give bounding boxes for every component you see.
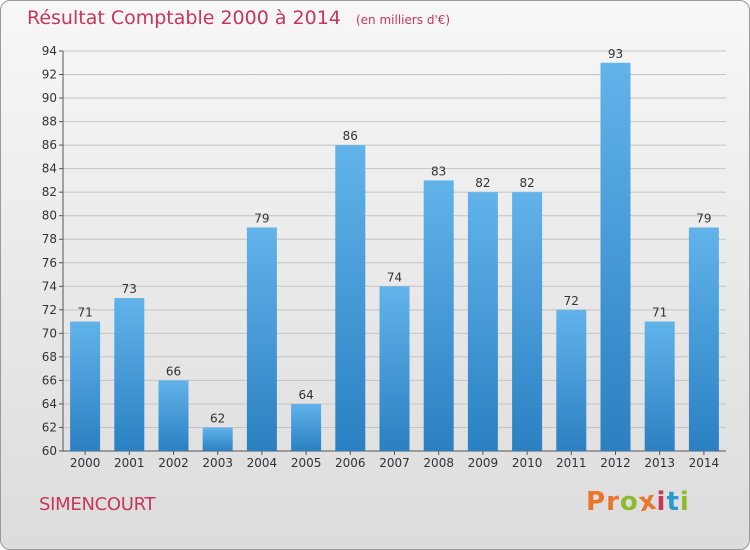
- y-tick-label: 88: [42, 115, 57, 129]
- x-tick-label-2005: 2005: [291, 456, 322, 470]
- value-label-2011: 72: [564, 294, 579, 308]
- y-tick-label: 74: [42, 279, 57, 293]
- y-tick-label: 80: [42, 209, 57, 223]
- value-label-2009: 82: [475, 176, 490, 190]
- value-label-2005: 64: [298, 388, 313, 402]
- logo-letter: t: [666, 487, 680, 517]
- bar-2002: [158, 380, 189, 451]
- bar-2001: [114, 298, 145, 451]
- chart-subtitle: (en milliers d'€): [355, 13, 451, 27]
- y-tick-label: 68: [42, 350, 57, 364]
- bar-2012: [600, 62, 631, 451]
- value-label-2012: 93: [608, 47, 623, 61]
- y-tick-label: 60: [42, 444, 57, 458]
- logo-letter: P: [586, 487, 607, 517]
- x-tick-label-2014: 2014: [689, 456, 720, 470]
- value-label-2007: 74: [387, 270, 402, 284]
- y-tick-label: 70: [42, 326, 57, 340]
- y-tick-label: 92: [42, 68, 57, 82]
- bar-2005: [291, 403, 322, 451]
- logo-letter: r: [606, 487, 620, 517]
- value-label-2004: 79: [254, 211, 269, 225]
- bar-2010: [512, 192, 543, 452]
- bar-2003: [202, 427, 233, 451]
- logo-letter: i: [656, 487, 667, 517]
- x-tick-label-2001: 2001: [114, 456, 145, 470]
- logo-letter: i: [679, 487, 690, 517]
- bar-2008: [423, 180, 454, 452]
- value-label-2014: 79: [696, 211, 711, 225]
- y-tick-label: 90: [42, 91, 57, 105]
- x-tick-label-2009: 2009: [468, 456, 499, 470]
- x-tick-label-2007: 2007: [379, 456, 410, 470]
- y-tick-label: 66: [42, 373, 57, 387]
- logo-letter: o: [619, 487, 639, 517]
- y-tick-label: 82: [42, 185, 57, 199]
- title-line: Résultat Comptable 2000 à 2014 (en milli…: [27, 7, 450, 29]
- x-tick-label-2010: 2010: [512, 456, 543, 470]
- value-label-2010: 82: [519, 176, 534, 190]
- x-tick-label-2006: 2006: [335, 456, 366, 470]
- y-tick-label: 64: [42, 397, 57, 411]
- value-label-2008: 83: [431, 164, 446, 178]
- x-tick-label-2012: 2012: [600, 456, 631, 470]
- value-label-2013: 71: [652, 306, 667, 320]
- value-label-2006: 86: [343, 129, 358, 143]
- y-tick-label: 72: [42, 303, 57, 317]
- x-tick-label-2002: 2002: [158, 456, 189, 470]
- y-tick-label: 78: [42, 232, 57, 246]
- y-tick-label: 84: [42, 162, 57, 176]
- bars: 71 73 66 62 79 64 86 74 83 82 82 72 93 71 79: [70, 47, 719, 452]
- x-tick-label-2008: 2008: [423, 456, 454, 470]
- bar-2007: [379, 286, 410, 451]
- chart-title: Résultat Comptable 2000 à 2014: [27, 7, 341, 29]
- bar-2009: [467, 192, 498, 452]
- bar-2013: [644, 321, 675, 451]
- y-tick-label: 94: [42, 44, 57, 58]
- bar-2011: [556, 309, 587, 451]
- x-tick-label-2003: 2003: [202, 456, 233, 470]
- x-tick-label-2011: 2011: [556, 456, 587, 470]
- value-label-2003: 62: [210, 411, 225, 425]
- value-label-2002: 66: [166, 364, 181, 378]
- commune-name: SIMENCOURT: [39, 494, 156, 515]
- value-label-2000: 71: [77, 306, 92, 320]
- bar-2004: [246, 227, 277, 451]
- y-tick-label: 86: [42, 138, 57, 152]
- bar-2006: [335, 145, 366, 451]
- proxiti-logo: Proxiti: [586, 486, 690, 519]
- bar-2014: [688, 227, 719, 451]
- x-tick-label-2013: 2013: [644, 456, 675, 470]
- value-label-2001: 73: [122, 282, 137, 296]
- y-tick-label: 76: [42, 256, 57, 270]
- bar-2000: [70, 321, 101, 451]
- x-tick-label-2000: 2000: [70, 456, 101, 470]
- y-tick-label: 62: [42, 420, 57, 434]
- x-tick-label-2004: 2004: [247, 456, 278, 470]
